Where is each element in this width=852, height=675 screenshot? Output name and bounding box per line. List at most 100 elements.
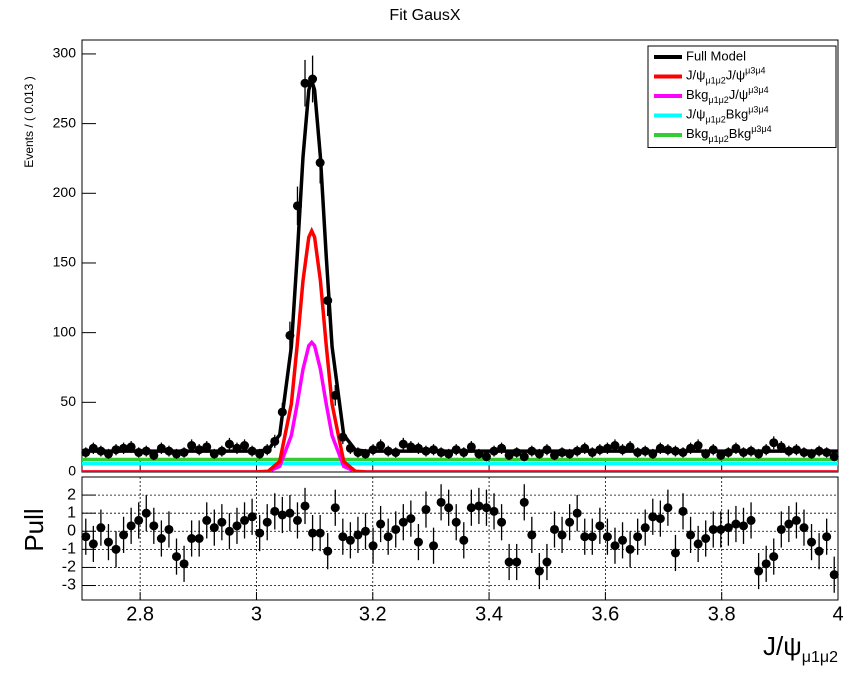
data-point [398,439,408,449]
pull-point [277,510,287,520]
pull-point [769,552,779,562]
data-point [754,449,764,459]
legend-label-part: J/ψ [686,107,705,122]
pull-point [565,517,575,527]
pull-point [640,523,650,533]
data-point [776,442,786,452]
data-point [784,446,794,456]
pull-point [618,535,628,545]
fit-curve [82,226,838,472]
pull-point [451,517,461,527]
data-point [315,158,325,168]
pull-point [270,506,280,516]
data-point [610,441,620,451]
pull-point [300,501,310,511]
x-label-sub: μ1μ2 [802,649,838,666]
pull-point [693,539,703,549]
data-point [572,446,582,456]
pull-point [308,528,318,538]
data-point [134,447,144,457]
pull-point [776,524,786,534]
y-tick-label: 250 [53,114,77,130]
data-point [376,441,386,451]
x-axis-label: J/ψμ1μ2 [763,631,838,666]
data-point [368,445,378,455]
legend-label-part: J/ψ [729,87,748,102]
pull-point [149,521,159,531]
pull-point [716,524,726,534]
pull-point [791,515,801,525]
pull-point [134,515,144,525]
data-point [444,449,454,459]
pull-point [754,566,764,576]
pull-point [678,506,688,516]
data-point [633,447,643,457]
pull-axis-label: Pull [19,508,49,551]
data-point [247,446,257,456]
pull-point [784,519,794,529]
data-point [746,446,756,456]
data-point [224,439,234,449]
pull-point [663,503,673,513]
data-point [655,443,665,453]
pull-point [383,532,393,542]
pull-point [814,546,824,556]
pull-point [285,508,295,518]
pull-point [489,506,499,516]
pull-point [542,557,552,567]
pull-point [323,546,333,556]
data-point [648,449,658,459]
data-point [769,438,779,448]
data-point [156,443,166,453]
pull-point [209,523,219,533]
pull-point [444,503,454,513]
pull-point [602,532,612,542]
pull-y-tick-label: -1 [62,541,76,558]
pull-point [368,541,378,551]
pull-point [686,530,696,540]
pull-point [701,534,711,543]
data-point [429,445,439,455]
pull-point [723,523,733,533]
y-tick-label: 300 [53,45,77,61]
x-tick-label: 2.8 [126,603,154,625]
pull-point [497,517,507,527]
pull-point [625,544,635,554]
pull-point [164,524,174,534]
legend-label-part: μ3μ4 [748,105,768,115]
chart-title: Fit GausX [389,7,460,24]
data-point [701,449,711,459]
pull-point [829,570,839,580]
pull-point [179,559,189,569]
data-point [580,443,590,453]
pull-point [731,519,741,529]
x-tick-label: 4 [832,603,843,625]
data-point [270,436,280,446]
y-tick-label: 0 [68,463,76,479]
data-point [308,74,318,84]
y-tick-label: 50 [60,393,76,409]
data-point [240,441,250,451]
data-point [761,445,771,455]
pull-point [172,552,181,562]
data-point [459,447,469,457]
data-point [383,446,393,456]
pull-point [739,521,748,531]
pull-point [406,514,416,524]
legend-label-part: Bkg [726,107,748,122]
data-point [716,450,726,460]
data-point [421,446,431,456]
pull-point [610,541,620,551]
pull-point [655,514,665,524]
data-point [345,443,355,453]
pull-point [746,515,756,525]
data-point [731,443,741,453]
data-point [126,442,136,452]
legend-label: Bkgμ1μ2J/ψμ3μ4 [686,85,769,105]
pull-point [111,544,121,554]
pull-point [232,521,242,531]
data-point [489,446,499,456]
pull-point [481,503,491,513]
pull-point [315,528,325,538]
